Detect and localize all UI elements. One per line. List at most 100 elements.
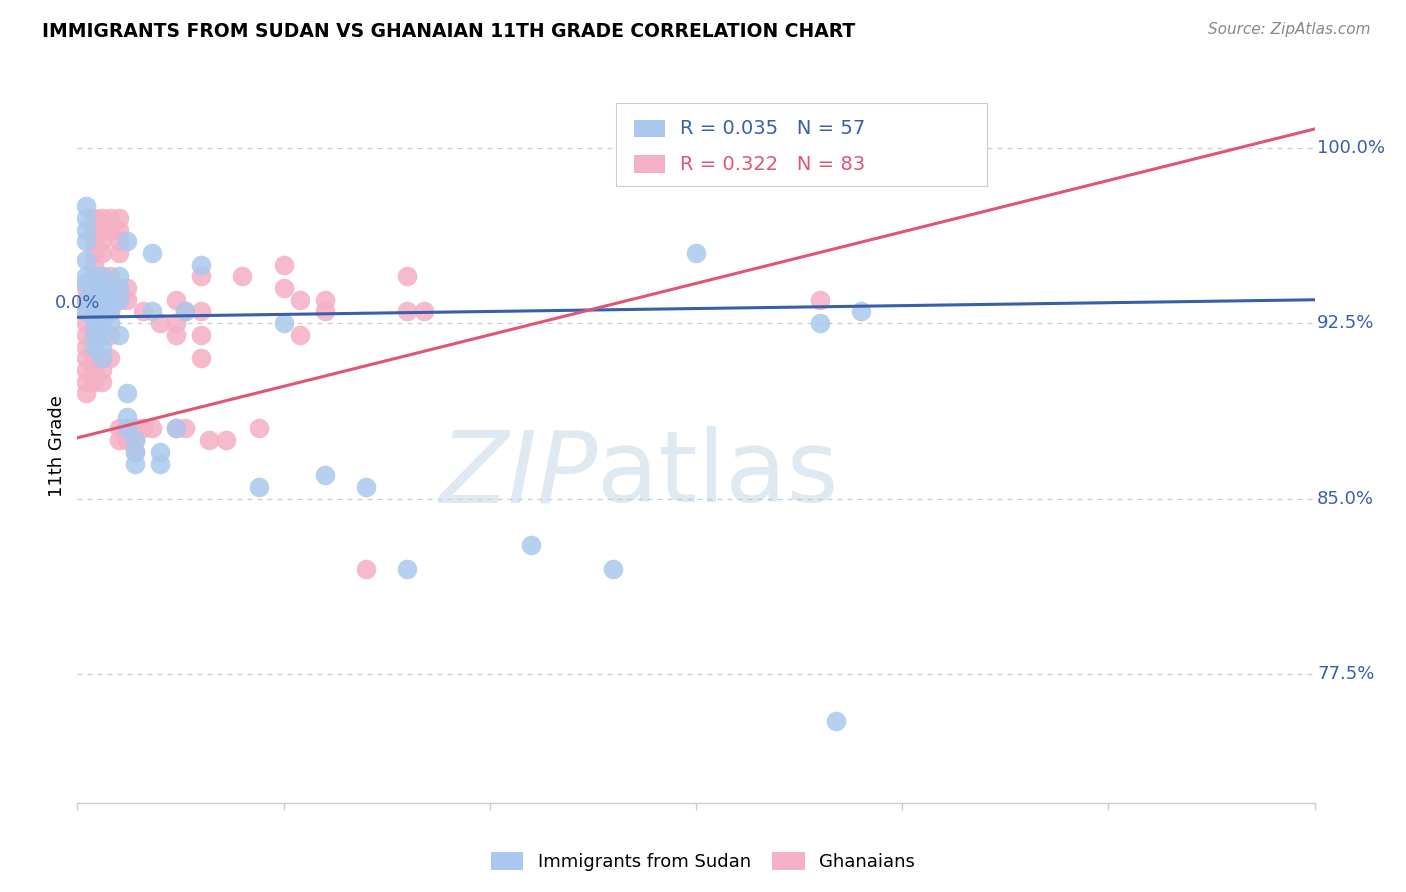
Point: [91, 327, 114, 342]
Text: IMMIGRANTS FROM SUDAN VS GHANAIAN 11TH GRADE CORRELATION CHART: IMMIGRANTS FROM SUDAN VS GHANAIAN 11TH G…: [42, 22, 855, 41]
Point: [354, 480, 377, 494]
Point: [91, 293, 114, 307]
Point: [91, 351, 114, 366]
Point: [149, 316, 172, 330]
Point: [124, 421, 146, 435]
Point: [115, 409, 138, 424]
Point: [98, 304, 121, 318]
Point: [75, 269, 97, 284]
Point: [75, 234, 97, 248]
Point: [83, 246, 105, 260]
Point: [91, 222, 114, 236]
Point: [98, 293, 121, 307]
Point: [75, 211, 97, 225]
Point: [107, 293, 129, 307]
Point: [190, 269, 212, 284]
Point: [273, 281, 295, 295]
Point: [124, 457, 146, 471]
Point: [107, 281, 129, 295]
Point: [75, 277, 97, 291]
Point: [98, 281, 121, 295]
Point: [115, 293, 138, 307]
Point: [75, 340, 97, 354]
Point: [165, 421, 187, 435]
Point: [190, 304, 212, 318]
FancyBboxPatch shape: [634, 120, 665, 137]
Point: [190, 327, 212, 342]
Point: [107, 327, 129, 342]
Point: [83, 234, 105, 248]
Point: [83, 375, 105, 389]
Point: [75, 304, 97, 318]
Point: [98, 304, 121, 318]
Point: [91, 293, 114, 307]
Point: [83, 316, 105, 330]
Point: [124, 445, 146, 459]
Point: [141, 246, 163, 260]
Point: [198, 433, 221, 447]
Point: [91, 375, 114, 389]
Point: [396, 304, 419, 318]
Point: [165, 293, 187, 307]
Point: [75, 327, 97, 342]
Point: [273, 316, 295, 330]
Point: [83, 211, 105, 225]
Point: [173, 421, 195, 435]
FancyBboxPatch shape: [634, 155, 665, 173]
Point: [115, 386, 138, 401]
Point: [132, 304, 155, 318]
Point: [141, 304, 163, 318]
Point: [107, 293, 129, 307]
Point: [98, 222, 121, 236]
Point: [75, 222, 97, 236]
Text: 92.5%: 92.5%: [1317, 314, 1375, 332]
Point: [165, 421, 187, 435]
Text: Source: ZipAtlas.com: Source: ZipAtlas.com: [1208, 22, 1371, 37]
Point: [75, 351, 97, 366]
Point: [83, 281, 105, 295]
Y-axis label: 11th Grade: 11th Grade: [48, 395, 66, 497]
Point: [75, 293, 97, 307]
Point: [83, 327, 105, 342]
Text: R = 0.322   N = 83: R = 0.322 N = 83: [681, 154, 865, 174]
Point: [149, 445, 172, 459]
Point: [173, 304, 195, 318]
Point: [141, 421, 163, 435]
Point: [91, 246, 114, 260]
Point: [83, 327, 105, 342]
Point: [83, 269, 105, 284]
Point: [825, 714, 848, 728]
Point: [412, 304, 434, 318]
Point: [231, 269, 253, 284]
Point: [247, 480, 270, 494]
Point: [83, 222, 105, 236]
Point: [91, 316, 114, 330]
Point: [173, 304, 195, 318]
Point: [75, 199, 97, 213]
Text: ZIP: ZIP: [439, 426, 598, 523]
Point: [215, 433, 238, 447]
Point: [83, 269, 105, 284]
Text: R = 0.035   N = 57: R = 0.035 N = 57: [681, 119, 865, 138]
Point: [91, 281, 114, 295]
Point: [91, 363, 114, 377]
Point: [115, 421, 138, 435]
Point: [75, 293, 97, 307]
Point: [91, 269, 114, 284]
Text: 77.5%: 77.5%: [1317, 665, 1375, 683]
Point: [107, 433, 129, 447]
Point: [98, 269, 121, 284]
Point: [190, 258, 212, 272]
Point: [83, 258, 105, 272]
Point: [75, 316, 97, 330]
Point: [75, 304, 97, 318]
Point: [247, 421, 270, 435]
Text: atlas: atlas: [598, 426, 838, 523]
Point: [849, 304, 872, 318]
Point: [75, 375, 97, 389]
Point: [354, 562, 377, 576]
Point: [83, 281, 105, 295]
Point: [808, 316, 831, 330]
Point: [83, 304, 105, 318]
Point: [98, 351, 121, 366]
